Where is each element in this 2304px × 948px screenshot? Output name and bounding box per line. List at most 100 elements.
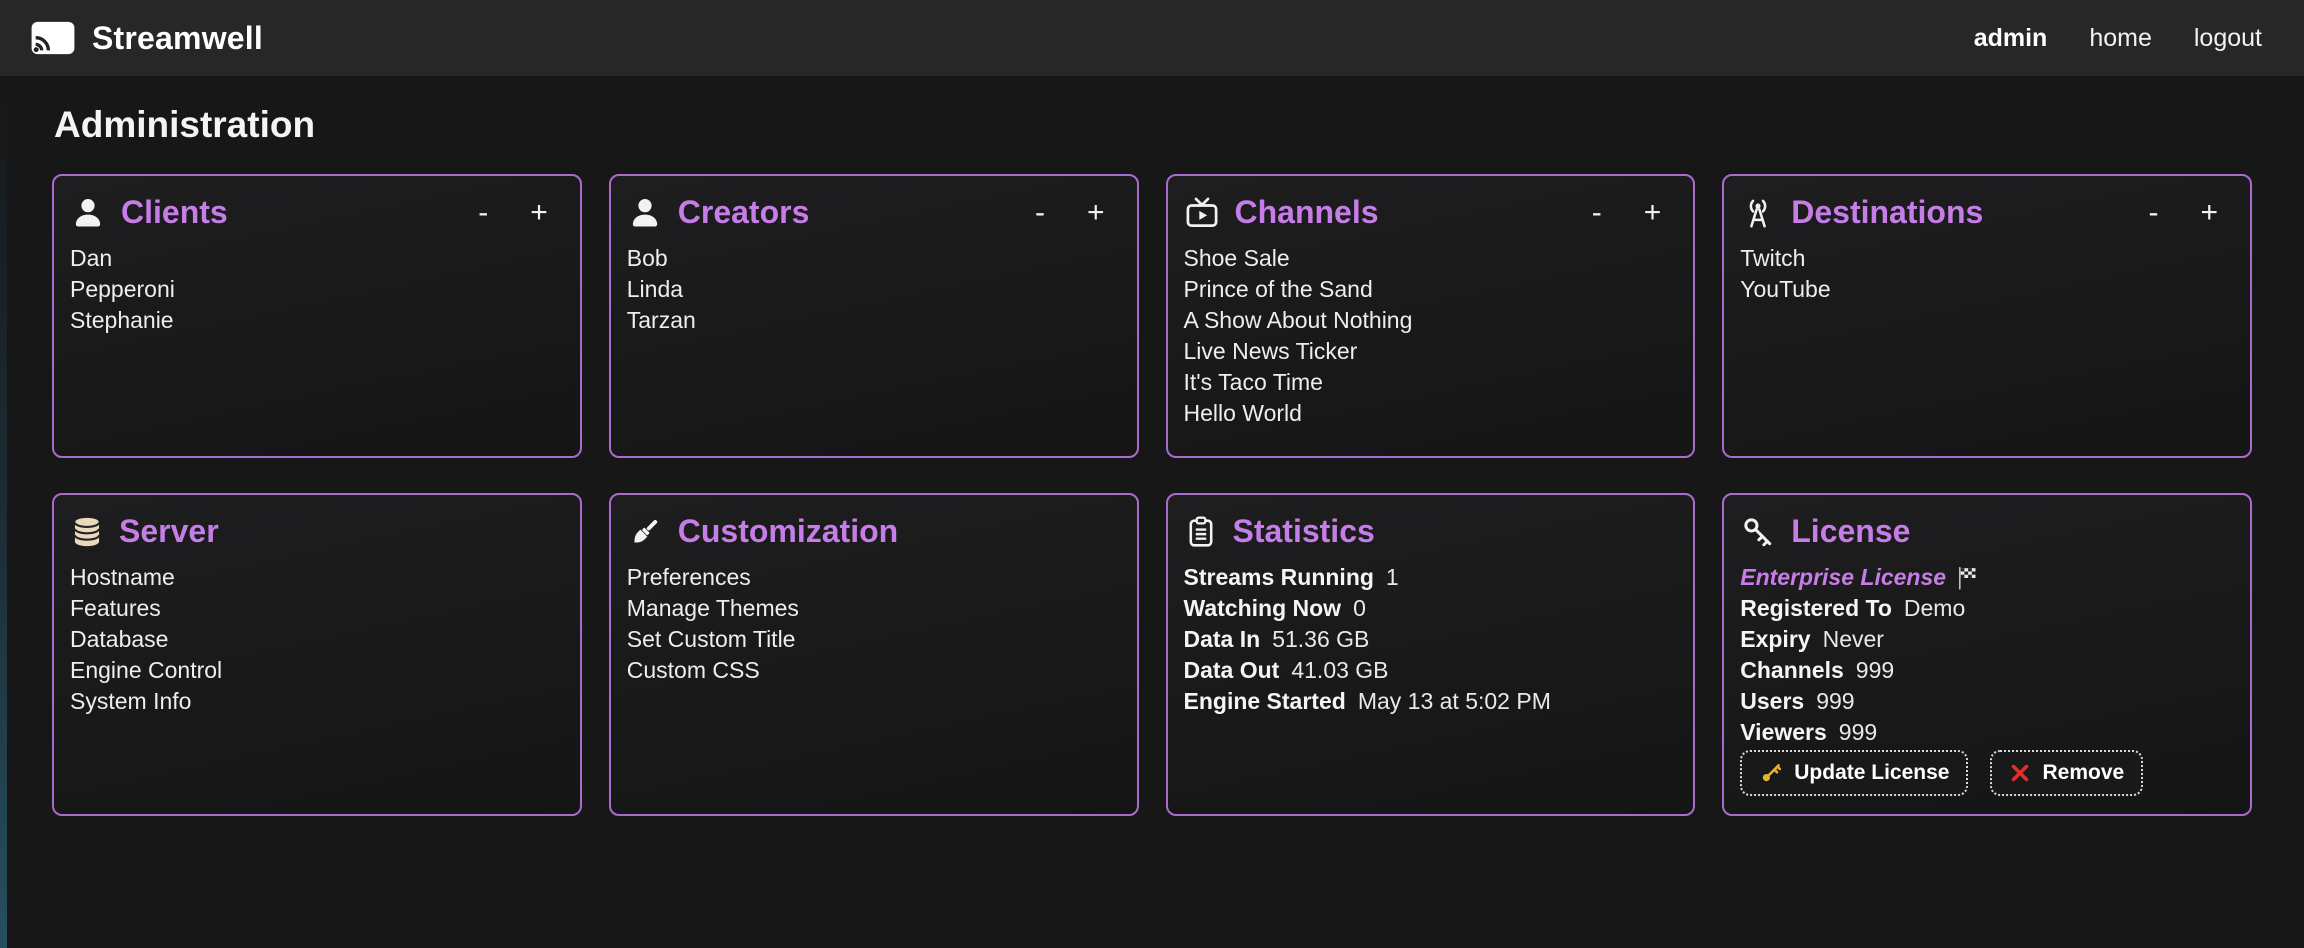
list-item[interactable]: Hostname	[70, 564, 175, 590]
stat-row: Streams Running 1	[1184, 562, 1676, 593]
customization-card: Customization Preferences Manage Themes …	[608, 493, 1139, 816]
update-license-button[interactable]: Update License	[1740, 750, 1969, 796]
channels-card: Channels - + Shoe Sale Prince of the San…	[1165, 174, 1696, 458]
list-item[interactable]: Stephanie	[70, 307, 174, 333]
brand[interactable]: Streamwell	[30, 20, 263, 57]
clients-card: Clients - + Dan Pepperoni Stephanie	[52, 174, 582, 458]
stat-label: Data Out	[1183, 657, 1280, 683]
license-type-text: Enterprise License	[1740, 564, 1947, 590]
remove-license-label: Remove	[2042, 761, 2125, 784]
person-icon	[70, 195, 106, 231]
list-item[interactable]: Linda	[626, 276, 684, 302]
creators-add-button[interactable]: +	[1086, 195, 1105, 229]
list-item[interactable]: Prince of the Sand	[1183, 276, 1373, 302]
paintbrush-icon	[627, 514, 663, 550]
license-value: 999	[1855, 657, 1895, 683]
list-item[interactable]: Pepperoni	[70, 276, 175, 302]
clipboard-icon	[1184, 514, 1218, 550]
license-label: Expiry	[1740, 626, 1811, 652]
stat-value: 41.03 GB	[1291, 657, 1389, 683]
header-nav: admin home logout	[1974, 24, 2262, 53]
stat-label: Watching Now	[1183, 595, 1342, 621]
stat-row: Watching Now 0	[1184, 593, 1676, 624]
list-item[interactable]: Database	[70, 626, 169, 652]
stat-label: Data In	[1183, 626, 1261, 652]
list-item[interactable]: YouTube	[1740, 276, 1831, 302]
license-row: Registered To Demo	[1740, 593, 2232, 624]
creators-list: Bob Linda Tarzan	[627, 243, 1119, 336]
left-edge-gradient	[0, 76, 7, 948]
clients-remove-button[interactable]: -	[478, 195, 489, 229]
server-list: Hostname Features Database Engine Contro…	[70, 562, 562, 717]
list-item[interactable]: Dan	[70, 245, 113, 271]
stat-value: 1	[1385, 564, 1399, 590]
list-item[interactable]: A Show About Nothing	[1183, 307, 1413, 333]
list-item[interactable]: Custom CSS	[626, 657, 760, 683]
list-item[interactable]: System Info	[70, 688, 192, 714]
server-card: Server Hostname Features Database Engine…	[52, 493, 582, 816]
destinations-title: Destinations	[1791, 194, 1984, 230]
list-item[interactable]: Manage Themes	[626, 595, 799, 621]
remove-license-button[interactable]: Remove	[1990, 750, 2144, 796]
license-buttons: Update License Remove	[1740, 750, 2232, 798]
list-item[interactable]: Twitch	[1740, 245, 1806, 271]
license-row: Channels 999	[1740, 655, 2232, 686]
cast-icon	[30, 20, 76, 56]
red-x-icon	[2009, 762, 2031, 784]
stat-label: Streams Running	[1183, 564, 1374, 590]
stat-row: Data In 51.36 GB	[1184, 624, 1676, 655]
creators-remove-button[interactable]: -	[1034, 195, 1045, 229]
card-grid: Clients - + Dan Pepperoni Stephanie	[52, 174, 2252, 816]
channels-title: Channels	[1234, 194, 1379, 230]
creators-card: Creators - + Bob Linda Tarzan	[608, 174, 1139, 458]
stat-value: 0	[1353, 595, 1366, 621]
list-item[interactable]: Features	[70, 595, 161, 621]
broadcast-tower-icon	[1740, 195, 1776, 231]
server-title: Server	[119, 513, 219, 549]
license-row: Viewers 999	[1740, 717, 2232, 748]
license-label: Registered To	[1740, 595, 1892, 621]
clients-add-button[interactable]: +	[530, 195, 548, 229]
list-item[interactable]: Hello World	[1183, 400, 1302, 426]
license-card: License Enterprise License	[1722, 493, 2252, 816]
nav-logout-link[interactable]: logout	[2193, 23, 2262, 52]
license-row: Users 999	[1740, 686, 2232, 717]
destinations-add-button[interactable]: +	[2200, 195, 2218, 229]
destinations-card: Destinations - + Twitch YouTube	[1722, 174, 2252, 458]
license-row: Expiry Never	[1740, 624, 2232, 655]
list-item[interactable]: Preferences	[626, 564, 751, 590]
license-value: 999	[1816, 688, 1855, 714]
checkered-flag-icon	[1956, 566, 1978, 590]
list-item[interactable]: Set Custom Title	[626, 626, 796, 652]
list-item[interactable]: Bob	[626, 245, 668, 271]
destinations-remove-button[interactable]: -	[2148, 195, 2159, 229]
license-label: Viewers	[1740, 719, 1827, 745]
stat-row: Engine Started May 13 at 5:02 PM	[1184, 686, 1676, 717]
page-title: Administration	[54, 104, 316, 145]
list-item[interactable]: It's Taco Time	[1183, 369, 1323, 395]
license-value: 999	[1838, 719, 1878, 745]
license-label: Channels	[1740, 657, 1844, 683]
channels-remove-button[interactable]: -	[1591, 195, 1602, 229]
license-title: License	[1791, 513, 1911, 549]
main-content: Administration Clients - +	[0, 102, 2304, 816]
channels-list: Shoe Sale Prince of the Sand A Show Abou…	[1184, 243, 1676, 429]
list-item[interactable]: Tarzan	[626, 307, 696, 333]
list-item[interactable]: Live News Ticker	[1183, 338, 1358, 364]
customization-list: Preferences Manage Themes Set Custom Tit…	[627, 562, 1119, 686]
license-label: Users	[1740, 688, 1805, 714]
creators-title: Creators	[677, 194, 810, 230]
gold-key-icon	[1759, 761, 1783, 785]
key-icon	[1740, 514, 1776, 550]
statistics-title: Statistics	[1232, 513, 1375, 549]
channels-add-button[interactable]: +	[1643, 195, 1662, 229]
nav-home-link[interactable]: home	[2089, 23, 2152, 52]
stat-label: Engine Started	[1183, 688, 1346, 714]
update-license-label: Update License	[1794, 761, 1950, 784]
stat-row: Data Out 41.03 GB	[1184, 655, 1676, 686]
nav-username: admin	[1973, 23, 2048, 52]
person-icon	[627, 195, 663, 231]
list-item[interactable]: Shoe Sale	[1183, 245, 1290, 271]
list-item[interactable]: Engine Control	[70, 657, 223, 683]
